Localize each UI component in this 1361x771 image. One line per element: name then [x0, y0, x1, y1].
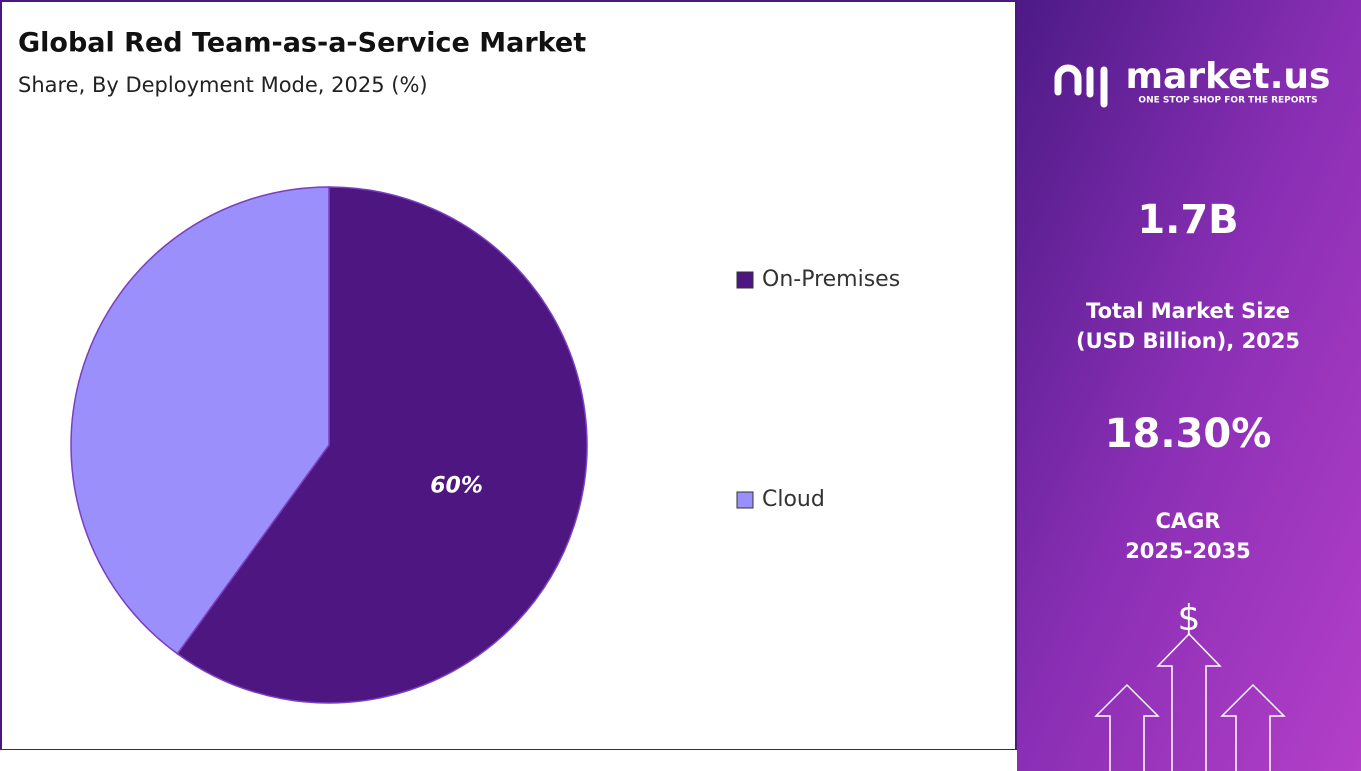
side-panel [1017, 0, 1361, 771]
chart-subtitle: Share, By Deployment Mode, 2025 (%) [18, 73, 428, 97]
arrow [1094, 683, 1160, 771]
pie-slice [70, 186, 330, 655]
pie: 60% [70, 186, 588, 704]
legend-swatch [736, 271, 754, 289]
chart-title: Global Red Team-as-a-Service Market [18, 28, 586, 59]
legend: On-Premises Cloud [736, 267, 900, 512]
logo-shape [1054, 64, 1082, 96]
bottom-strip [0, 750, 1017, 771]
market-size-label: (USD Billion), 2025 [1076, 329, 1300, 353]
cagr: 18.30% [1105, 411, 1272, 457]
legend-swatch [736, 491, 754, 509]
data-label: 60% [430, 473, 483, 498]
logo-tagline: ONE STOP SHOP FOR THE REPORTS [1138, 96, 1317, 106]
logo-shape [1086, 66, 1108, 108]
arrow [1220, 683, 1286, 771]
legend-label: On-Premises [762, 267, 900, 292]
legend-label: Cloud [762, 487, 825, 512]
cagr-label: CAGR [1155, 509, 1220, 533]
logo-text: market.us [1126, 56, 1331, 97]
arrow [1156, 632, 1222, 771]
market-size: 1.7B [1137, 197, 1238, 243]
logo-icon [1054, 64, 1108, 108]
market-size-label: Total Market Size [1086, 299, 1290, 323]
cagr-label: 2025-2035 [1125, 539, 1251, 563]
pie-slice [176, 186, 588, 704]
dollar-symbol: $ [1178, 598, 1201, 639]
arrows [1094, 632, 1286, 771]
